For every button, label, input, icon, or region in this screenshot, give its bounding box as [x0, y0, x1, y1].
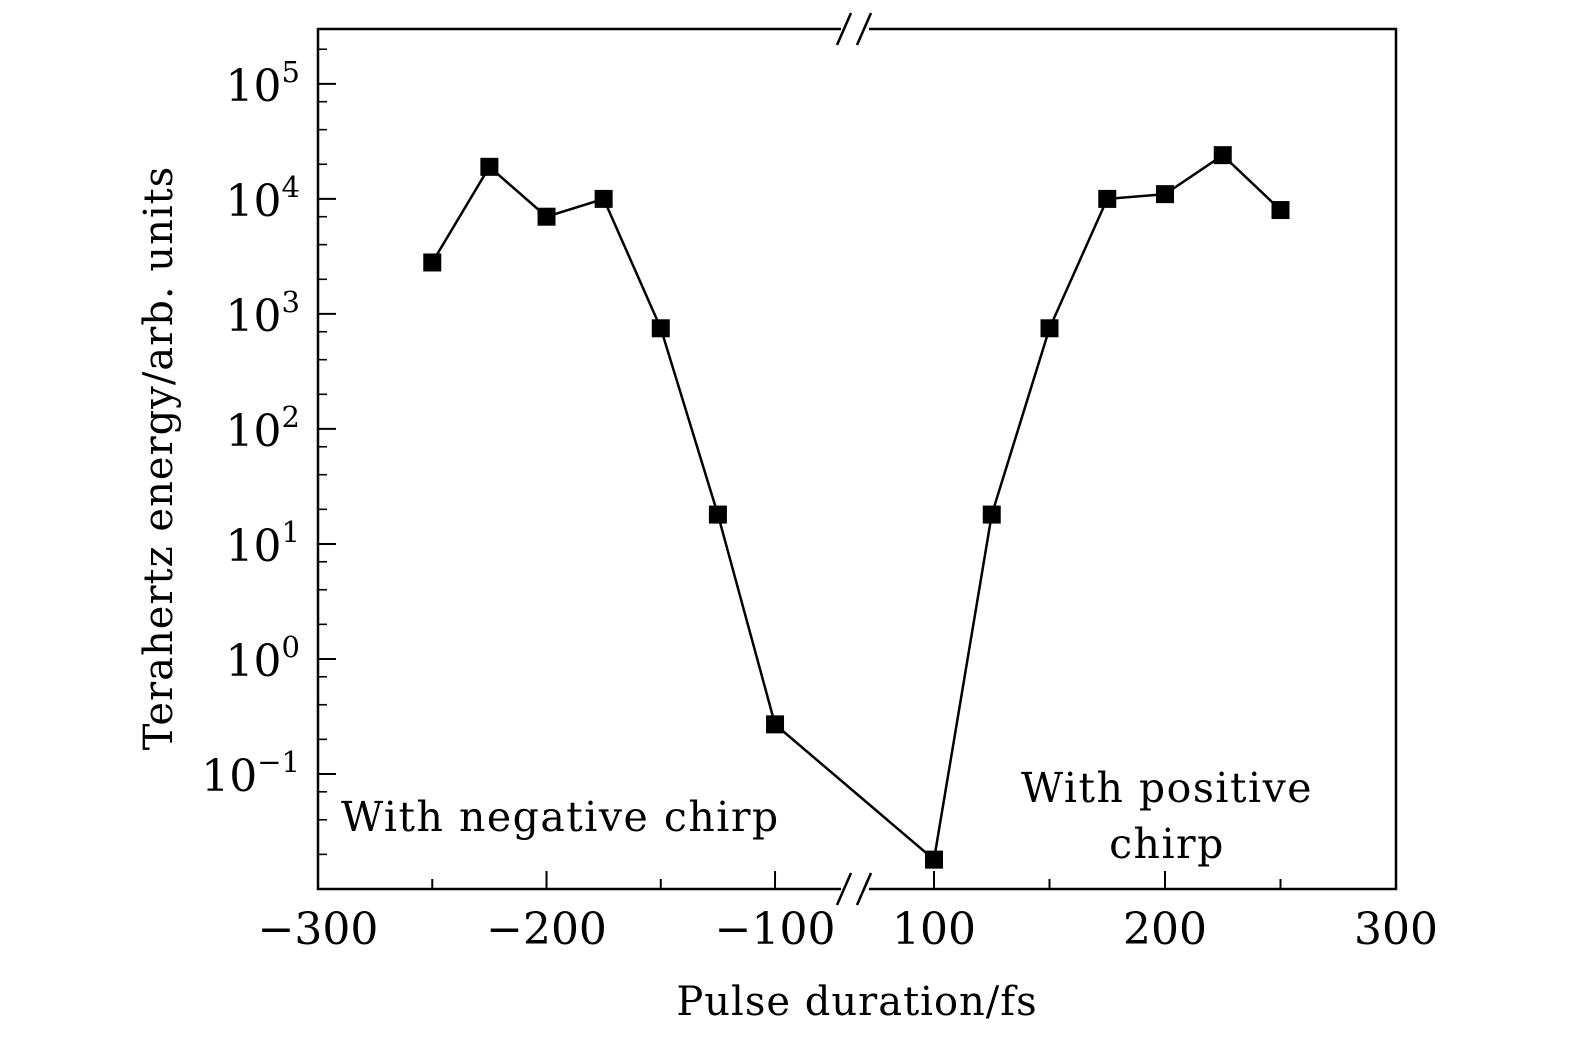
y-tick-label: 102: [226, 400, 300, 457]
x-tick-label: 200: [1123, 904, 1207, 955]
y-tick-label: 105: [226, 55, 300, 112]
data-point: [982, 505, 1001, 524]
x-tick-label: 300: [1354, 904, 1438, 955]
series-layer: [423, 146, 1290, 869]
x-tick-label: −300: [258, 904, 379, 955]
data-point: [1271, 201, 1290, 220]
axis-break-bottom: [835, 872, 873, 906]
annotation-positive-chirp-line1: With positive: [1021, 764, 1313, 812]
y-tick-label: 10−1: [201, 745, 300, 802]
data-point: [1098, 189, 1117, 208]
data-point: [766, 715, 785, 734]
break-slash: [835, 12, 853, 46]
break-gap: [841, 25, 869, 33]
break-slash: [855, 12, 873, 46]
y-axis-ticks: 105 104 103 102 101 100 10−1: [201, 48, 336, 856]
annotation-negative-chirp: With negative chirp: [341, 793, 780, 841]
data-point: [1040, 319, 1059, 338]
data-point: [708, 505, 727, 524]
annotation-positive-chirp-line2: chirp: [1109, 820, 1225, 868]
x-tick-label: −100: [715, 904, 836, 955]
y-tick-label: 104: [226, 170, 300, 227]
y-tick-label: 101: [226, 515, 300, 572]
x-axis-title: Pulse duration/fs: [676, 979, 1037, 1025]
y-axis-title: Terahertz energy/arb. units: [136, 166, 182, 750]
series-line: [431, 153, 1282, 863]
data-point: [537, 207, 556, 226]
data-point: [651, 319, 670, 338]
break-slash: [835, 872, 853, 906]
plot-frame: [316, 27, 1398, 891]
x-tick-label: −200: [486, 904, 607, 955]
data-point: [1156, 185, 1174, 204]
x-axis-ticks: −300 −200 −100 100 200 300: [258, 871, 1438, 955]
y-tick-label: 100: [226, 630, 300, 687]
y-tick-label: 103: [226, 285, 300, 342]
data-point: [594, 189, 613, 208]
axis-break-top: [835, 12, 873, 46]
data-point: [480, 157, 499, 176]
break-slash: [855, 872, 873, 906]
break-gap: [841, 885, 869, 893]
data-point: [1213, 146, 1232, 165]
x-tick-label: 100: [892, 904, 976, 955]
data-point: [925, 850, 943, 869]
data-point: [423, 253, 442, 272]
